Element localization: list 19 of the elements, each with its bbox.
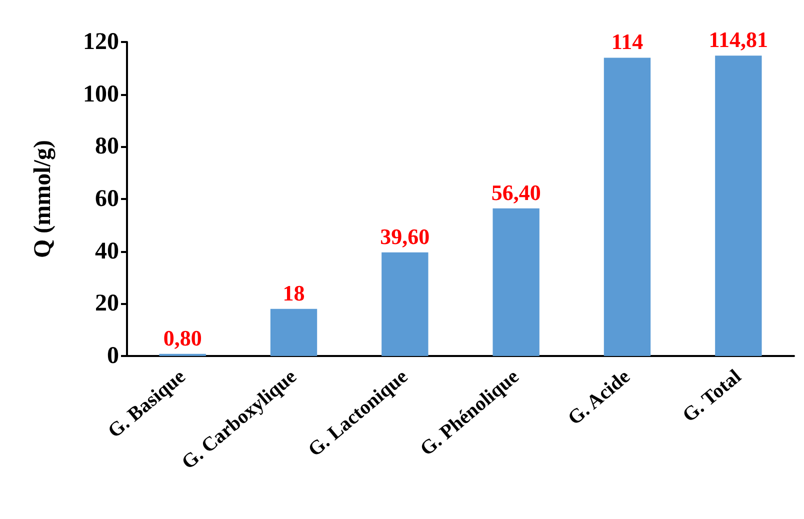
data-label: 114,81 [708,27,768,52]
y-tick-label: 0 [107,343,119,369]
bar [604,58,651,356]
data-label: 114 [611,29,644,54]
y-tick-label: 20 [95,290,119,317]
bar [382,252,428,356]
data-label: 39,60 [380,224,430,249]
bar [492,208,540,356]
y-tick-label: 80 [95,134,119,160]
data-label: 0,80 [163,325,202,350]
y-axis-title: Q (mmol/g) [30,140,56,258]
y-tick-label: 120 [83,29,119,55]
y-tick-label: 60 [95,186,119,212]
data-label: 56,40 [491,180,541,205]
bar [270,308,318,356]
data-label: 18 [282,280,305,306]
y-tick-label: 100 [83,81,119,108]
y-tick-label: 40 [95,238,119,264]
bar [715,56,762,356]
